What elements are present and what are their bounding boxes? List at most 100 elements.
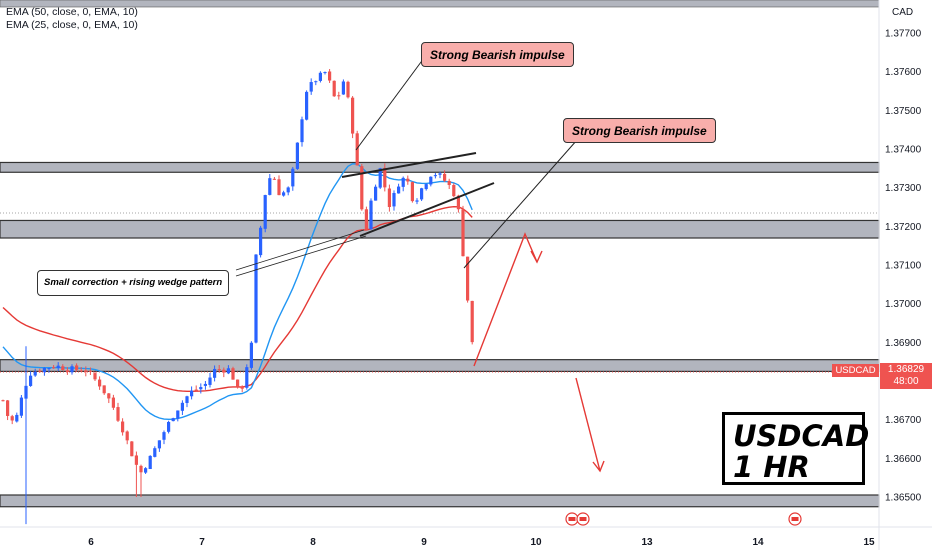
candle-bearish — [231, 368, 235, 380]
candle-bullish — [318, 72, 322, 81]
candle-bearish — [410, 182, 414, 202]
candle-bearish — [236, 379, 240, 387]
event-flag-icon-mark — [579, 517, 587, 521]
candle-bearish — [121, 421, 125, 433]
candle-bullish — [213, 368, 217, 378]
candle-bearish — [111, 397, 115, 408]
candle-bullish — [167, 421, 171, 432]
x-tick-label: 15 — [863, 537, 875, 548]
candle-bullish — [33, 371, 37, 376]
candle-bearish — [98, 379, 102, 387]
candle-bullish — [392, 192, 396, 207]
candle-bearish — [79, 370, 83, 372]
candle-bearish — [456, 195, 460, 210]
candle-bearish — [217, 369, 221, 371]
y-tick-label: 1.37500 — [885, 106, 922, 117]
callout-wedge-note[interactable]: Small correction + rising wedge pattern — [37, 270, 230, 296]
candle-bearish — [470, 300, 474, 343]
candle-bullish — [70, 366, 74, 373]
candle-bullish — [153, 448, 157, 457]
candle-bullish — [424, 184, 428, 190]
candle-bearish — [364, 209, 368, 230]
candle-bullish — [42, 367, 46, 373]
symbol-title-box[interactable]: USDCAD 1 HR — [722, 412, 869, 485]
candle-bearish — [332, 80, 336, 97]
candle-bullish — [268, 178, 272, 195]
candle-bearish — [346, 81, 350, 98]
legend-ema50[interactable]: EMA (50, close, 0, EMA, 10) — [6, 6, 138, 18]
candle-bullish — [291, 168, 295, 187]
candle-bearish — [6, 400, 10, 416]
candle-bearish — [351, 97, 355, 134]
candle-bullish — [323, 72, 327, 74]
candle-bearish — [88, 370, 92, 372]
projection-arrow-head-1 — [530, 250, 543, 264]
candle-bullish — [438, 173, 442, 175]
candle-bullish — [171, 418, 175, 422]
y-tick-label: 1.37000 — [885, 299, 922, 310]
candle-bearish — [139, 465, 143, 473]
candle-bullish — [314, 81, 318, 83]
timeframe-title: 1 HR — [733, 450, 810, 484]
candle-bullish — [397, 186, 401, 194]
candle-bearish — [102, 385, 106, 394]
wedge-lower-line — [359, 182, 495, 237]
x-tick-label: 10 — [530, 537, 542, 548]
candle-bullish — [226, 368, 230, 374]
candle-bearish — [1, 400, 5, 402]
bar-countdown: 48:00 — [893, 376, 919, 387]
x-tick-label: 7 — [199, 537, 205, 548]
last-price-box: 1.36829 48:00 — [880, 363, 932, 389]
wedge-upper-line — [341, 152, 477, 178]
callout1-pointer — [355, 57, 425, 151]
y-tick-label: 1.37600 — [885, 67, 922, 78]
candle-bullish — [245, 367, 249, 388]
currency-label: CAD — [892, 7, 914, 18]
candle-bullish — [369, 200, 373, 230]
legend-ema25[interactable]: EMA (25, close, 0, EMA, 10) — [6, 19, 138, 31]
candle-bullish — [180, 402, 184, 411]
candle-bullish — [144, 468, 148, 473]
candle-bearish — [360, 166, 364, 210]
candle-bullish — [263, 195, 267, 229]
callout2-pointer — [463, 139, 578, 269]
candle-bullish — [254, 254, 258, 343]
candle-bearish — [240, 386, 244, 389]
last-price: 1.36829 — [887, 364, 925, 375]
candle-bearish — [61, 366, 65, 371]
y-tick-label: 1.37100 — [885, 261, 922, 272]
candle-bearish — [277, 179, 281, 196]
candle-bullish — [378, 168, 382, 188]
candle-bearish — [93, 373, 97, 380]
callout-bearish-impulse-1[interactable]: Strong Bearish impulse — [421, 42, 574, 67]
callout-bearish-impulse-2[interactable]: Strong Bearish impulse — [563, 118, 716, 143]
candle-bullish — [148, 455, 152, 470]
candle-bearish — [38, 370, 42, 372]
candle-bearish — [116, 407, 120, 421]
candle-bullish — [259, 227, 263, 256]
candle-bullish — [162, 432, 166, 440]
candle-bearish — [328, 71, 332, 81]
candle-bearish — [130, 441, 134, 457]
y-tick-label: 1.36500 — [885, 493, 922, 504]
candle-bearish — [52, 367, 56, 369]
candle-bullish — [249, 342, 253, 368]
candle-bullish — [185, 396, 189, 403]
candle-bearish — [466, 256, 470, 301]
candle-bearish — [107, 393, 111, 399]
y-tick-label: 1.37700 — [885, 29, 922, 40]
candle-bullish — [282, 192, 286, 196]
y-tick-label: 1.36900 — [885, 338, 922, 349]
candle-bullish — [374, 186, 378, 201]
annotation-lines — [235, 57, 605, 473]
candle-bullish — [19, 397, 23, 416]
candle-bullish — [203, 383, 207, 386]
candle-bearish — [337, 95, 341, 97]
x-tick-label: 8 — [310, 537, 316, 548]
zone-support-low — [0, 494, 880, 508]
candle-bullish — [157, 440, 161, 449]
candle-bullish — [295, 142, 299, 169]
y-tick-label: 1.37300 — [885, 183, 922, 194]
candle-bullish — [286, 187, 290, 193]
